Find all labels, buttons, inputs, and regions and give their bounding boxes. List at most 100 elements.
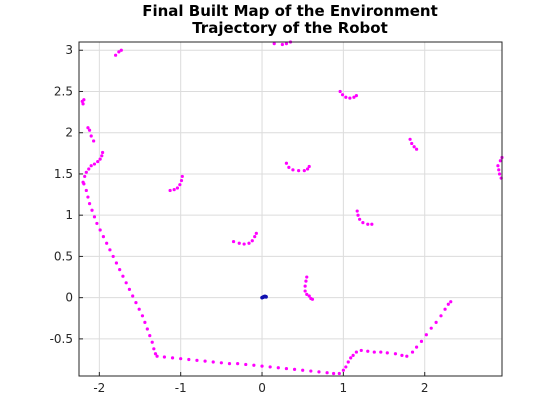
map-point: [98, 157, 102, 161]
map-point: [84, 170, 88, 174]
map-point: [114, 53, 118, 57]
map-point: [168, 188, 172, 193]
map-point: [92, 139, 96, 143]
map-point: [400, 353, 404, 357]
map-point: [341, 368, 345, 372]
map-point: [124, 281, 128, 285]
map-point: [90, 208, 94, 212]
map-point: [148, 333, 152, 338]
map-point: [301, 368, 305, 372]
map-point: [140, 314, 145, 318]
map-point: [87, 167, 91, 171]
map-point: [419, 339, 424, 343]
map-point: [127, 287, 132, 292]
map-point: [303, 284, 307, 288]
y-tick-label: 0: [65, 291, 73, 305]
x-tick-label: -2: [93, 381, 105, 395]
map-point: [89, 164, 93, 168]
map-point: [424, 333, 428, 337]
map-point: [231, 239, 236, 244]
map-point: [439, 314, 443, 318]
map-point: [253, 235, 257, 239]
map-point: [449, 300, 453, 304]
axes-box: [78, 41, 503, 377]
map-point: [346, 360, 350, 364]
map-point: [305, 167, 310, 171]
map-point: [108, 248, 112, 252]
x-tick-label: 0: [258, 381, 266, 395]
map-point: [180, 174, 184, 179]
chart-title: Final Built Map of the Environment: [142, 2, 438, 20]
map-point: [237, 241, 241, 245]
map-point: [152, 347, 156, 351]
map-point: [242, 242, 246, 246]
map-point: [276, 366, 280, 370]
map-point: [405, 354, 409, 358]
map-point: [348, 96, 352, 100]
map-point: [172, 188, 176, 192]
map-point: [356, 213, 360, 217]
map-point: [86, 195, 90, 199]
map-point: [332, 371, 336, 376]
map-point: [114, 261, 119, 265]
map-point: [325, 371, 329, 375]
map-point: [87, 202, 92, 206]
map-point: [337, 371, 341, 376]
y-tick-label: 2: [65, 126, 73, 140]
map-point: [366, 349, 370, 353]
map-point: [117, 50, 121, 54]
map-point: [434, 320, 438, 324]
map-point: [385, 351, 389, 355]
map-point: [81, 102, 85, 106]
map-point: [254, 231, 258, 235]
map-point: [280, 42, 284, 47]
map-point: [496, 164, 500, 168]
map-point: [83, 174, 87, 179]
map-point: [305, 292, 309, 296]
map-point: [92, 162, 97, 166]
map-point: [287, 165, 291, 169]
map-point: [338, 89, 342, 94]
map-point: [155, 354, 159, 358]
map-point: [291, 168, 295, 172]
x-tick-label: 1: [340, 381, 348, 395]
map-point: [119, 48, 123, 52]
trajectory-point: [264, 295, 268, 299]
map-point: [211, 360, 215, 364]
map-point: [443, 307, 447, 311]
map-point: [359, 348, 363, 353]
map-point: [101, 235, 105, 239]
y-tick-label: 3: [65, 43, 73, 57]
map-point: [292, 367, 297, 371]
y-tick-label: 1: [65, 208, 73, 222]
map-point: [284, 366, 289, 371]
map-point: [310, 297, 315, 301]
map-point: [340, 93, 345, 97]
map-point: [268, 365, 272, 369]
map-point: [297, 169, 301, 173]
map-point: [303, 289, 307, 293]
map-point: [352, 95, 356, 99]
trajectory-series: [260, 294, 268, 300]
map-point: [131, 294, 135, 298]
map-point: [179, 178, 184, 183]
map-point: [414, 147, 419, 151]
map-point: [284, 161, 289, 165]
map-point: [307, 164, 311, 169]
map-point: [302, 169, 306, 173]
map-point: [317, 370, 321, 374]
map-point: [247, 241, 251, 245]
map-point: [305, 275, 309, 279]
map-point: [272, 42, 276, 46]
map-point: [252, 363, 256, 367]
y-tick-label: -0.5: [50, 332, 73, 346]
map-point: [372, 350, 376, 354]
map-point: [121, 274, 125, 278]
map-point: [82, 98, 86, 102]
map-point: [175, 186, 180, 190]
map-point: [344, 365, 348, 369]
map-point: [355, 209, 359, 213]
map-point: [92, 215, 97, 219]
y-tick-label: 2.5: [54, 84, 73, 98]
x-tick-label: -1: [175, 381, 187, 395]
